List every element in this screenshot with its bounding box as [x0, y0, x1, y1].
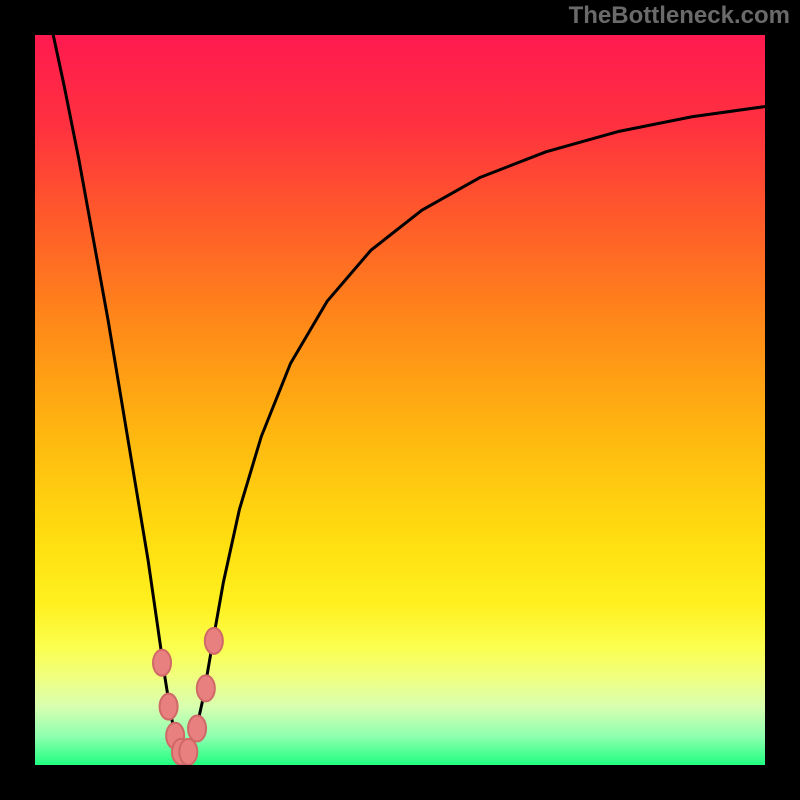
- curve-marker: [188, 716, 206, 742]
- chart-background: [35, 35, 765, 765]
- chart-svg: [35, 35, 765, 765]
- curve-marker: [160, 694, 178, 720]
- curve-marker: [205, 628, 223, 654]
- image-root: TheBottleneck.com: [0, 0, 800, 800]
- curve-marker: [179, 739, 197, 765]
- curve-marker: [197, 675, 215, 701]
- curve-marker: [153, 650, 171, 676]
- watermark-text: TheBottleneck.com: [569, 2, 790, 30]
- chart-plot-area: [35, 35, 765, 765]
